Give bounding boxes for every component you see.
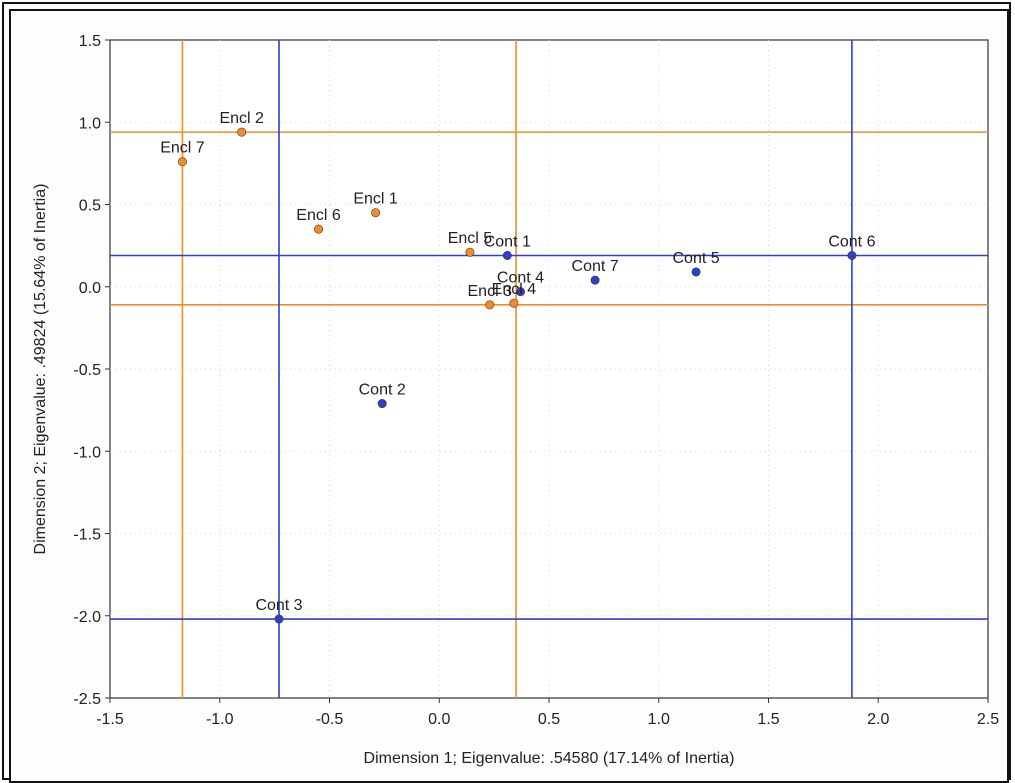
x-tick-label: -0.5 xyxy=(316,711,344,728)
x-tick-label: 0.5 xyxy=(538,711,560,728)
x-tick-label: -1.5 xyxy=(96,711,124,728)
point-label: Cont 7 xyxy=(572,258,619,275)
data-point xyxy=(509,298,519,308)
point-label: Cont 2 xyxy=(359,382,406,399)
point-label: Encl 6 xyxy=(296,207,341,224)
data-point xyxy=(377,399,387,409)
x-tick-label: 1.0 xyxy=(648,711,670,728)
point-label: Encl 5 xyxy=(448,230,493,247)
point-label: Encl 7 xyxy=(160,140,205,157)
y-axis-title: Dimension 2; Eigenvalue: .49824 (15.64% … xyxy=(32,184,49,555)
y-tick-label: 1.5 xyxy=(79,33,101,50)
reference-lines xyxy=(110,40,988,698)
data-point xyxy=(237,127,247,137)
y-tick-label: -1.0 xyxy=(73,444,101,461)
x-tick-label: 2.0 xyxy=(867,711,889,728)
point-label: Cont 5 xyxy=(672,250,719,267)
data-point xyxy=(274,614,284,624)
point-label: Cont 6 xyxy=(828,233,875,250)
axis-ticks: -1.5 -1.0 -0.5 0.0 0.5 1.0 1.5 2.0 2.5 -2.5 -2.0 -1… xyxy=(73,33,999,728)
point-label: Cont 1 xyxy=(484,233,531,250)
x-tick-label: 0.0 xyxy=(428,711,450,728)
point-label: Cont 4 xyxy=(497,270,544,287)
data-point xyxy=(847,250,857,260)
y-tick-label: -2.5 xyxy=(73,691,101,708)
y-tick-label: -2.0 xyxy=(73,609,101,626)
point-label: Encl 2 xyxy=(219,110,264,127)
y-tick-label: -1.5 xyxy=(73,527,101,544)
data-point xyxy=(177,157,187,167)
x-tick-label: 2.5 xyxy=(977,711,999,728)
y-tick-label: 0.5 xyxy=(79,198,101,215)
plot-area xyxy=(109,39,989,699)
y-tick-label: -0.5 xyxy=(73,362,101,379)
data-point xyxy=(485,300,495,310)
point-labels: Encl 1 Encl 2 Encl 4 Encl 5 Encl 6 Encl 7 Encl… xyxy=(160,110,875,614)
data-points xyxy=(177,127,857,624)
data-point xyxy=(314,224,324,234)
data-point xyxy=(691,267,701,277)
point-label: Cont 3 xyxy=(255,597,302,614)
x-axis-title: Dimension 1; Eigenvalue: .54580 (17.14% … xyxy=(364,750,735,767)
data-point xyxy=(590,275,600,285)
point-label: Encl 4 xyxy=(492,281,537,298)
data-point xyxy=(371,208,381,218)
x-tick-label: 1.5 xyxy=(757,711,779,728)
point-label: Encl 1 xyxy=(353,191,398,208)
y-tick-label: 1.0 xyxy=(79,115,101,132)
x-tick-label: -1.0 xyxy=(206,711,234,728)
y-tick-label: 0.0 xyxy=(79,280,101,297)
data-point xyxy=(502,250,512,260)
point-label: Encl 3 xyxy=(468,283,513,300)
data-point xyxy=(465,247,475,257)
data-point xyxy=(515,287,525,297)
